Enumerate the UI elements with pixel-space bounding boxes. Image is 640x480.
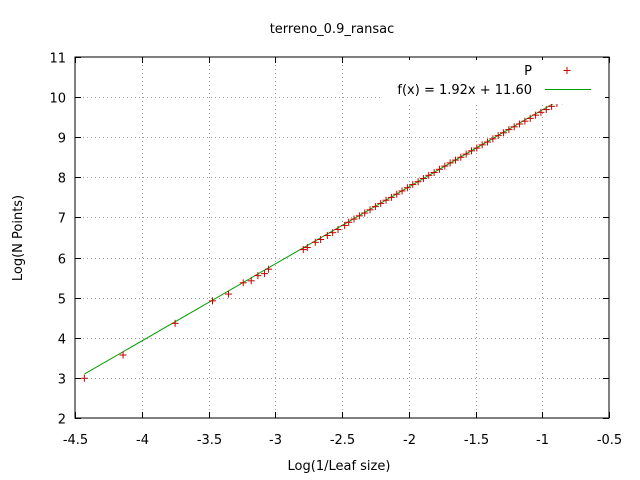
data-point: [489, 135, 497, 143]
x-tick-label: -0.5: [597, 433, 622, 448]
data-point: [261, 270, 269, 278]
data-point: [419, 175, 427, 183]
data-point: [345, 218, 353, 226]
data-point: [239, 279, 247, 287]
data-point: [398, 187, 406, 195]
x-tick-label: -3: [269, 433, 282, 448]
data-point: [446, 159, 454, 167]
data-point: [329, 229, 337, 237]
data-point: [500, 129, 508, 137]
legend-label-points: P: [524, 64, 532, 79]
legend-marker-points: [563, 67, 571, 74]
chart-title: terreno_0.9_ransac: [270, 22, 395, 37]
data-point: [409, 181, 417, 189]
data-point: [451, 156, 459, 164]
data-point: [303, 244, 311, 252]
data-point: [526, 114, 534, 122]
grid-lines: [75, 57, 609, 418]
legend-point-marker: [563, 67, 571, 74]
x-tick-label: -4.5: [63, 433, 88, 448]
y-tick-label: 9: [58, 132, 66, 147]
data-point: [355, 212, 363, 220]
data-point: [484, 138, 492, 146]
y-tick-label: 4: [58, 333, 66, 348]
data-point: [505, 126, 513, 134]
data-point: [532, 111, 540, 119]
data-point: [382, 196, 390, 204]
plot-frame: [74, 56, 610, 419]
data-point: [403, 184, 411, 192]
data-point: [171, 319, 179, 327]
data-point: [299, 246, 307, 254]
data-point: [494, 132, 502, 140]
legend-label-fit: f(x) = 1.92x + 11.60: [397, 83, 532, 98]
y-tick-label: 8: [58, 172, 66, 187]
data-point: [350, 215, 358, 223]
points-layer: [80, 91, 576, 382]
data-point: [80, 374, 88, 382]
x-tick-label: -2: [403, 433, 416, 448]
data-point: [254, 272, 262, 280]
x-tick-label: -1: [536, 433, 549, 448]
x-tick-label: -4: [136, 433, 149, 448]
x-tick-label: -2.5: [330, 433, 355, 448]
data-point: [425, 171, 433, 179]
data-point: [387, 193, 395, 201]
data-point: [371, 203, 379, 211]
data-point: [510, 123, 518, 131]
y-tick-label: 5: [58, 293, 66, 308]
y-tick-label: 10: [49, 92, 66, 107]
data-point: [247, 277, 255, 285]
y-tick-label: 2: [58, 413, 66, 428]
y-tick-label: 3: [58, 373, 66, 388]
data-point: [537, 108, 545, 116]
data-point: [542, 106, 550, 114]
data-point: [366, 206, 374, 214]
data-point: [317, 236, 325, 244]
data-point: [265, 265, 273, 273]
data-point: [311, 238, 319, 246]
data-point: [516, 120, 524, 128]
data-point: [414, 178, 422, 186]
x-axis-label: Log(1/Leaf size): [288, 459, 391, 474]
data-point: [119, 351, 127, 359]
legend: P f(x) = 1.92x + 11.60: [380, 60, 605, 104]
data-point: [462, 150, 470, 158]
data-point: [521, 117, 529, 125]
data-point: [377, 199, 385, 207]
data-point: [361, 209, 369, 217]
data-point: [457, 153, 465, 161]
data-point: [430, 169, 438, 177]
data-point: [548, 102, 556, 110]
data-point: [467, 147, 475, 155]
fit-line: [84, 92, 572, 375]
data-point: [393, 190, 401, 198]
y-tick-label: 7: [58, 212, 66, 227]
x-tick-label: -3.5: [197, 433, 222, 448]
y-tick-label: 6: [58, 253, 66, 268]
y-axis-label: Log(N Points): [11, 195, 26, 281]
data-point: [435, 165, 443, 173]
x-tick-label: -1.5: [464, 433, 489, 448]
data-point: [323, 231, 331, 239]
y-tick-label: 11: [49, 52, 66, 67]
data-point: [473, 144, 481, 152]
data-point: [341, 221, 349, 229]
data-point: [225, 290, 233, 298]
data-point: [209, 297, 217, 305]
data-point: [441, 162, 449, 170]
data-point: [334, 225, 342, 233]
data-point: [478, 141, 486, 149]
fit-line-layer: [84, 92, 572, 375]
axis-ticks: -4.5 -4 -3.5 -3 -2.5 -2 -1.5 -1 -0.5 2 3 4 5 6 7 8 9 10 11: [49, 52, 622, 449]
